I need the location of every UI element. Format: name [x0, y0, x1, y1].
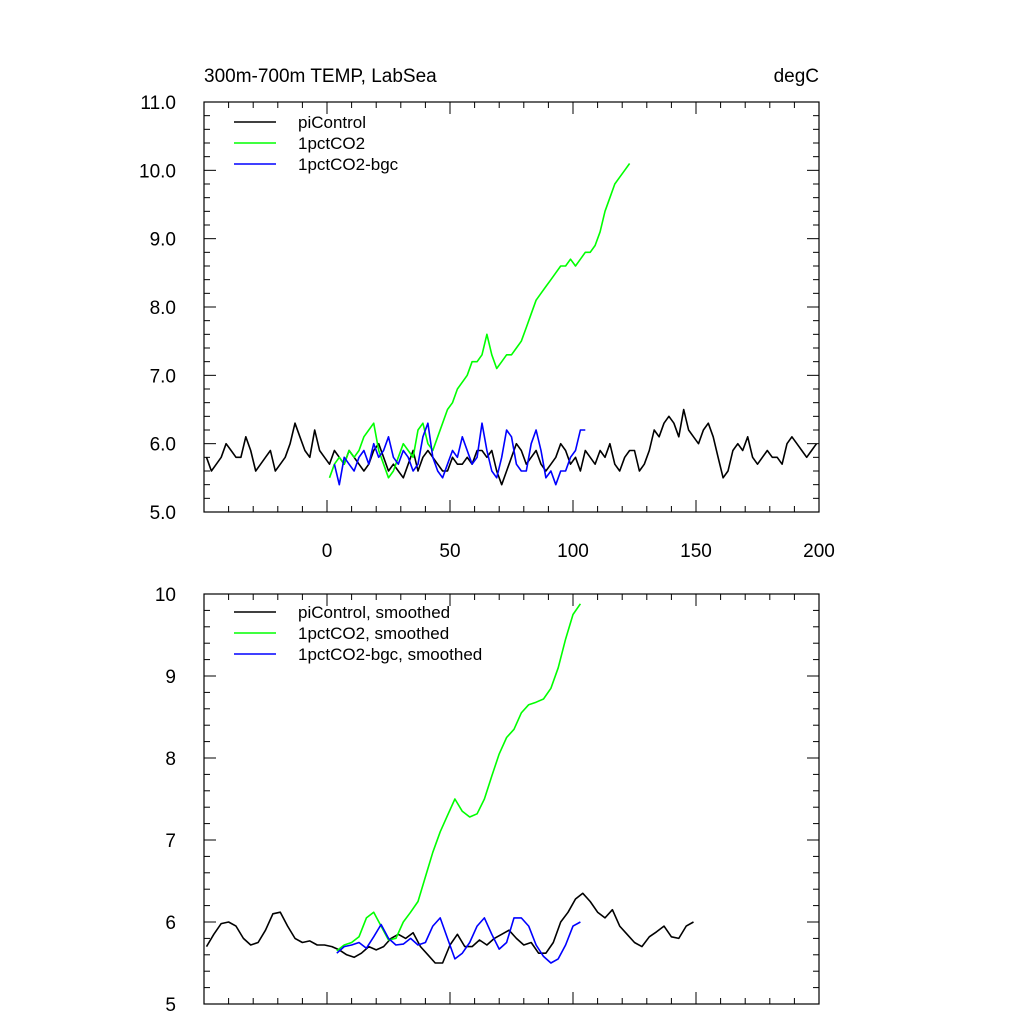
- series-line-1pctco2: [328, 163, 631, 479]
- y-tick-label: 9: [165, 667, 176, 688]
- y-tick-label: 7.0: [150, 366, 176, 387]
- legend-label: 1pctCO2: [298, 134, 365, 153]
- x-tick-label: 50: [439, 541, 460, 562]
- series-line-1pctco2-bgc: [333, 422, 586, 486]
- x-tick-label: 100: [557, 541, 589, 562]
- y-tick-label: 8: [165, 749, 176, 770]
- panel-2: 5 6 7 8 9 10 piControl, smoothed 1pctCO2, smoot…: [155, 585, 820, 1016]
- legend-label: 1pctCO2-bgc, smoothed: [298, 645, 482, 664]
- series-line-1pctco2-bgc-smoothed: [336, 917, 581, 964]
- y-tick-label: 9.0: [150, 230, 176, 251]
- y-tick-label: 5: [165, 995, 176, 1016]
- plot-frame: [203, 101, 820, 513]
- legend-label: piControl: [298, 113, 366, 132]
- legend-label: 1pctCO2-bgc: [298, 155, 399, 174]
- panel-1: 0 50 100 150 200 5.0 6.0 7.0 8.0 9.0 10.0 11.0 piCon…: [139, 93, 835, 562]
- y-tick-label: 8.0: [150, 298, 176, 319]
- units-label: degC: [774, 66, 819, 87]
- y-tick-label: 6.0: [150, 435, 176, 456]
- legend-label: 1pctCO2, smoothed: [298, 624, 449, 643]
- y-tick-label: 5.0: [150, 503, 176, 524]
- x-tick-label: 200: [803, 541, 835, 562]
- chart-title: 300m-700m TEMP, LabSea: [204, 66, 437, 87]
- series-line-picontrol: [205, 408, 818, 486]
- legend-label: piControl, smoothed: [298, 603, 450, 622]
- plot-frame: [203, 593, 820, 1005]
- x-tick-label: 150: [680, 541, 712, 562]
- y-tick-label: 10: [155, 585, 176, 606]
- y-tick-label: 6: [165, 913, 176, 934]
- series-line-1pctco2-smoothed: [336, 603, 582, 952]
- y-tick-label: 11.0: [140, 93, 176, 114]
- y-tick-label: 10.0: [139, 161, 176, 182]
- y-tick-label: 7: [165, 831, 176, 852]
- x-tick-label: 0: [322, 541, 333, 562]
- series-line-picontrol-smoothed: [205, 892, 694, 964]
